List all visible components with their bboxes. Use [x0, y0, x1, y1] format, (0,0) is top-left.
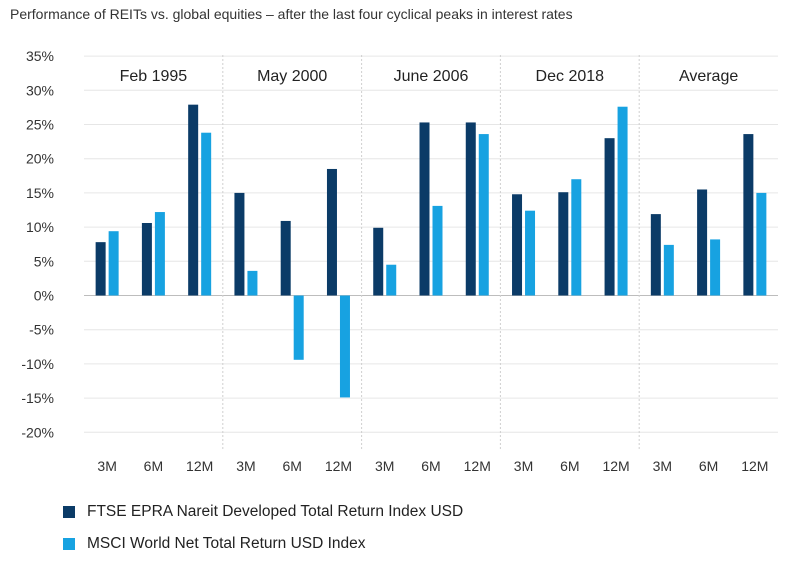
y-tick-label: 0%: [34, 288, 54, 304]
legend-swatch-reits: [63, 506, 75, 518]
legend-item-equities: MSCI World Net Total Return USD Index: [63, 528, 463, 560]
bar-equities: [201, 132, 212, 296]
bar-equities: [339, 295, 350, 398]
y-tick-label: 15%: [26, 185, 54, 201]
y-tick-label: -20%: [21, 424, 54, 440]
bar-equities: [154, 212, 165, 296]
bar-reits: [95, 242, 106, 296]
bar-equities: [710, 239, 721, 296]
y-tick-label: -10%: [21, 356, 54, 372]
legend-item-reits: FTSE EPRA Nareit Developed Total Return …: [63, 496, 463, 528]
y-tick-label: 35%: [26, 48, 54, 64]
y-tick-label: 30%: [26, 82, 54, 98]
x-tick-label: 6M: [144, 458, 163, 474]
bar-equities: [525, 210, 536, 296]
bar-reits: [373, 227, 384, 296]
bar-equities: [386, 264, 397, 296]
x-tick-label: 12M: [602, 458, 629, 474]
y-tick-label: 5%: [34, 253, 54, 269]
x-tick-label: 3M: [653, 458, 672, 474]
bar-reits: [743, 134, 754, 296]
y-tick-label: 25%: [26, 117, 54, 133]
group-label: June 2006: [394, 68, 469, 85]
legend-label-equities: MSCI World Net Total Return USD Index: [87, 535, 366, 552]
bar-reits: [326, 168, 337, 296]
bar-chart: 35% 30% 25% 20% 15% 10% 5% 0% -5% -10% -15% -20% Feb…: [21, 48, 778, 474]
bar-equities: [756, 192, 767, 296]
bar-equities: [247, 270, 258, 296]
y-tick-label: -15%: [21, 390, 54, 406]
bar-reits: [188, 104, 199, 296]
bar-equities: [571, 179, 582, 296]
x-tick-label: 6M: [282, 458, 301, 474]
bar-equities: [108, 231, 119, 296]
bar-equities: [663, 244, 674, 296]
bar-equities: [478, 134, 489, 296]
bar-reits: [558, 192, 569, 296]
x-tick-label: 12M: [186, 458, 213, 474]
group-label: Dec 2018: [536, 68, 605, 85]
x-tick-label: 6M: [560, 458, 579, 474]
bar-equities: [617, 106, 628, 296]
x-tick-label: 3M: [375, 458, 394, 474]
x-tick-label: 3M: [236, 458, 255, 474]
x-tick-label: 12M: [325, 458, 352, 474]
legend: FTSE EPRA Nareit Developed Total Return …: [63, 496, 463, 560]
x-tick-label: 12M: [464, 458, 491, 474]
bar-reits: [234, 192, 245, 296]
bar-reits: [697, 189, 708, 296]
legend-swatch-equities: [63, 538, 75, 550]
group-label: Average: [679, 68, 738, 85]
y-tick-label: 20%: [26, 151, 54, 167]
bar-reits: [650, 214, 661, 296]
x-tick-label: 3M: [514, 458, 533, 474]
group-label: Feb 1995: [120, 68, 188, 85]
chart-title: Performance of REITs vs. global equities…: [10, 6, 573, 22]
y-tick-label: 10%: [26, 219, 54, 235]
legend-label-reits: FTSE EPRA Nareit Developed Total Return …: [87, 503, 464, 520]
group-label: May 2000: [257, 68, 327, 85]
bar-reits: [280, 220, 291, 296]
bar-equities: [293, 295, 304, 360]
x-tick-label: 6M: [421, 458, 440, 474]
bar-equities: [432, 205, 443, 296]
x-tick-label: 6M: [699, 458, 718, 474]
bar-reits: [141, 222, 152, 296]
y-tick-label: -5%: [29, 322, 54, 338]
bar-reits: [512, 194, 523, 296]
bar-reits: [465, 122, 476, 296]
x-tick-label: 3M: [97, 458, 116, 474]
x-tick-label: 12M: [741, 458, 768, 474]
bar-reits: [419, 122, 430, 296]
bar-reits: [604, 138, 615, 296]
